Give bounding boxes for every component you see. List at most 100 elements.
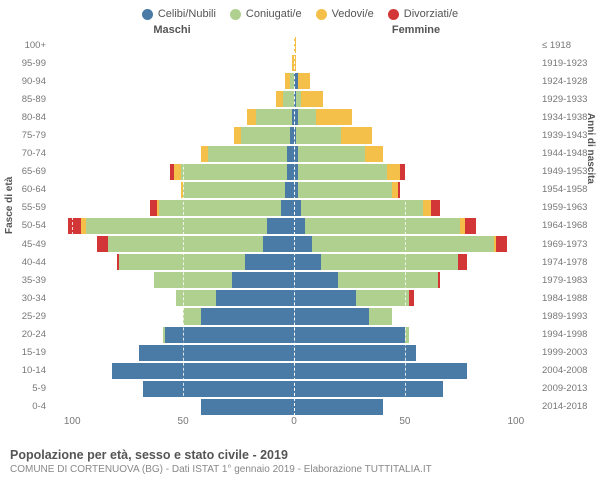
bar-row (50, 72, 294, 90)
bar-row (294, 271, 538, 289)
bar-segment-single (112, 363, 294, 379)
bar-segment-single (294, 218, 305, 234)
age-tick: 85-89 (0, 90, 46, 108)
bar-segment-widowed (301, 91, 323, 107)
legend-label: Celibi/Nubili (158, 8, 216, 20)
bar-segment-married (183, 308, 201, 324)
bar-row (294, 326, 538, 344)
bar-segment-single (281, 200, 294, 216)
stacked-bar (68, 218, 294, 234)
bar-segment-married (296, 127, 340, 143)
bar-segment-widowed (316, 109, 351, 125)
birth-tick: 1984-1988 (542, 289, 600, 307)
chart-footer: Popolazione per età, sesso e stato civil… (0, 444, 600, 475)
stacked-bar (183, 308, 294, 324)
bar-segment-married (321, 254, 459, 270)
bar-segment-married (108, 236, 263, 252)
age-tick: 20-24 (0, 326, 46, 344)
bar-segment-divorced (150, 200, 157, 216)
bar-row (294, 181, 538, 199)
stacked-bar (294, 327, 409, 343)
bar-row (50, 145, 294, 163)
bar-segment-single (165, 327, 294, 343)
stacked-bar (294, 146, 383, 162)
bar-segment-widowed (392, 182, 399, 198)
bar-segment-widowed (234, 127, 241, 143)
bar-segment-married (154, 272, 232, 288)
birth-tick: 1994-1998 (542, 326, 600, 344)
age-tick: 0-4 (0, 398, 46, 416)
bar-row (50, 217, 294, 235)
stacked-bar (97, 236, 294, 252)
age-tick: 90-94 (0, 72, 46, 90)
birth-tick: 2009-2013 (542, 380, 600, 398)
legend-label: Divorziati/e (404, 8, 458, 20)
bar-segment-widowed (247, 109, 256, 125)
y-axis-title-left: Fasce di età (4, 177, 15, 234)
stacked-bar (234, 127, 294, 143)
bar-row (50, 163, 294, 181)
stacked-bar (117, 254, 294, 270)
bar-segment-single (232, 272, 294, 288)
legend-item: Vedovi/e (316, 8, 374, 20)
plot-area: 100+95-9990-9485-8980-8475-7970-7465-696… (0, 36, 600, 416)
bar-segment-single (294, 272, 338, 288)
bar-row (294, 289, 538, 307)
age-tick: 15-19 (0, 344, 46, 362)
bar-row (50, 108, 294, 126)
stacked-bar (294, 254, 467, 270)
age-tick: 25-29 (0, 307, 46, 325)
y-axis-title-right: Anni di nascita (585, 113, 596, 184)
stacked-bar (294, 200, 440, 216)
bar-segment-married (298, 146, 365, 162)
stacked-bar (294, 363, 467, 379)
stacked-bar (112, 363, 294, 379)
bar-segment-single (294, 363, 467, 379)
bar-row (294, 235, 538, 253)
bar-segment-divorced (438, 272, 440, 288)
birth-tick: 1929-1933 (542, 90, 600, 108)
bar-row (50, 253, 294, 271)
bar-segment-divorced (431, 200, 440, 216)
chart-subtitle: COMUNE DI CORTENUOVA (BG) - Dati ISTAT 1… (10, 464, 590, 475)
stacked-bar (139, 345, 294, 361)
column-headers: Maschi Femmine (0, 24, 600, 36)
x-tick: 50 (399, 416, 410, 427)
age-tick: 70-74 (0, 145, 46, 163)
bar-row (294, 163, 538, 181)
bar-row (50, 90, 294, 108)
birth-tick: 1974-1978 (542, 253, 600, 271)
age-tick: 80-84 (0, 108, 46, 126)
bar-segment-single (139, 345, 294, 361)
population-pyramid: Fasce di età Anni di nascita Maschi Femm… (0, 24, 600, 444)
bar-segment-married (298, 182, 391, 198)
stacked-bar (154, 272, 294, 288)
birth-tick: 1924-1928 (542, 72, 600, 90)
bar-segment-married (312, 236, 494, 252)
bar-row (294, 36, 538, 54)
bar-segment-single (294, 290, 356, 306)
bar-segment-single (294, 345, 416, 361)
bar-segment-married (301, 200, 423, 216)
bar-row (294, 217, 538, 235)
age-tick: 75-79 (0, 126, 46, 144)
female-side (294, 36, 538, 416)
bar-row (50, 289, 294, 307)
bar-segment-married (176, 290, 216, 306)
bar-row (294, 72, 538, 90)
bar-row (294, 253, 538, 271)
bar-row (294, 145, 538, 163)
bar-segment-divorced (400, 164, 404, 180)
bar-segment-married (405, 327, 409, 343)
bar-segment-single (294, 399, 383, 415)
bar-segment-single (201, 308, 294, 324)
legend-dot-icon (388, 9, 399, 20)
age-tick: 45-49 (0, 235, 46, 253)
bar-row (50, 181, 294, 199)
bar-row (50, 36, 294, 54)
bar-segment-single (287, 146, 294, 162)
stacked-bar (294, 55, 296, 71)
bar-row (50, 307, 294, 325)
bar-segment-single (294, 236, 312, 252)
x-tick: 0 (291, 416, 297, 427)
